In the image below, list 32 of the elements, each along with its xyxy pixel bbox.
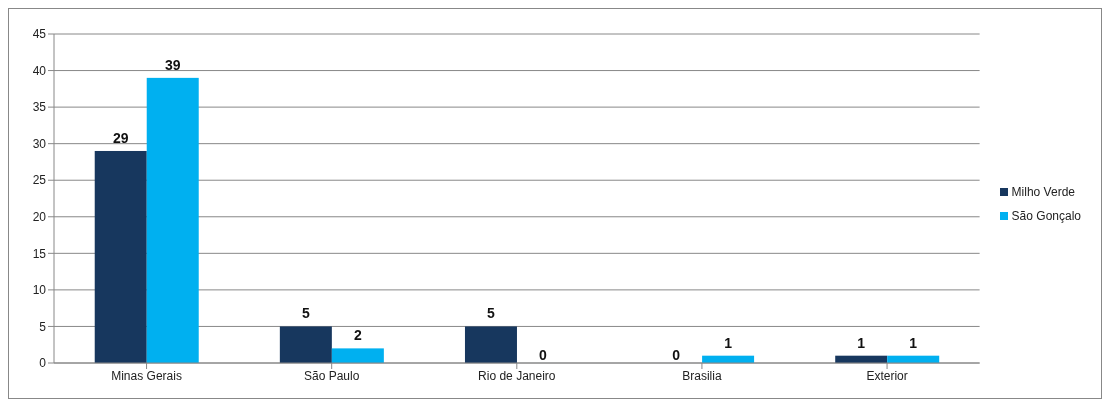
x-tick-label: Minas Gerais [111,368,182,383]
y-tick-label: 40 [32,63,47,78]
x-tick-label: Rio de Janeiro [478,368,556,383]
bar [94,150,147,363]
bar [464,326,517,363]
data-label: 1 [909,334,918,351]
legend-label: Milho Verde [1011,184,1075,199]
data-label: 5 [301,305,310,322]
y-tick-label: 5 [39,319,47,334]
y-tick-label: 30 [32,136,47,151]
data-label: 2 [353,327,362,344]
data-label: 29 [112,129,129,146]
data-label: 5 [487,305,496,322]
bar [279,326,332,363]
x-tick-label: São Paulo [303,368,360,383]
y-tick-label: 20 [32,210,47,225]
y-tick-label: 25 [32,173,47,188]
bar [146,77,199,363]
data-label: 0 [539,347,548,363]
y-tick-label: 0 [39,356,47,371]
x-tick-label: Brasilia [682,368,722,383]
x-tick-label: Exterior [866,368,908,383]
y-tick-label: 45 [32,27,47,42]
data-label: 39 [164,56,181,73]
y-tick-label: 15 [32,246,47,261]
data-label: 1 [857,334,866,351]
bar [331,348,384,363]
data-label: 1 [724,334,733,351]
y-tick-label: 35 [32,100,47,115]
legend-label: São Gonçalo [1011,208,1081,223]
y-tick-label: 10 [32,283,47,298]
data-label: 0 [672,347,681,363]
